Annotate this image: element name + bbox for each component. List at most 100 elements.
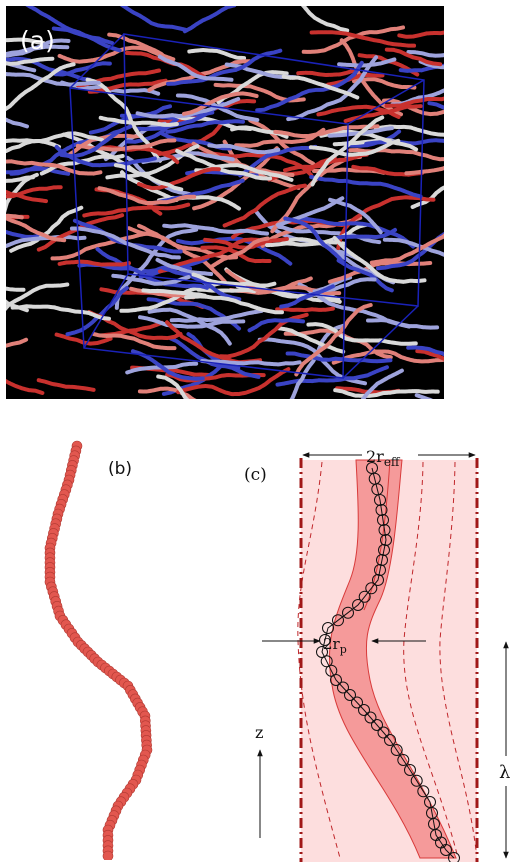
polymer-chain: [384, 47, 443, 67]
polymer-chain: [406, 50, 444, 58]
polymer-chain: [337, 57, 397, 68]
monomer: [322, 622, 334, 634]
polymer-chain: [6, 286, 26, 292]
polymer-chain: [6, 138, 61, 154]
polymer-chain: [187, 47, 247, 61]
polymer-chain: [136, 167, 221, 191]
monomer: [417, 785, 430, 798]
polymer-chain: [160, 265, 242, 302]
polymer-chain: [332, 235, 427, 284]
polymer-chain: [176, 236, 293, 266]
polymer-chain: [6, 37, 46, 45]
monomer: [374, 564, 386, 576]
monomer: [352, 599, 364, 611]
polymer-chain: [9, 205, 84, 253]
polymer-chain: [162, 223, 271, 236]
monomer: [320, 655, 333, 668]
polymer-chain: [279, 237, 346, 246]
chain-backbone: [321, 467, 455, 859]
monomer: [332, 614, 344, 627]
polymer-chain: [119, 6, 188, 32]
polymer-chain: [328, 197, 384, 236]
polymer-chain: [6, 234, 87, 249]
monomer: [378, 544, 390, 556]
polymer-chain: [414, 393, 434, 399]
polymer-chain: [6, 56, 55, 66]
polymer-chain: [336, 195, 436, 251]
polymer-chain: [373, 124, 444, 137]
polymer-chain: [247, 318, 305, 333]
polymer-chain: [279, 284, 335, 309]
polymer-chain: [156, 374, 190, 399]
polymer-chain: [207, 143, 281, 155]
polymer-chain: [147, 307, 232, 346]
polymer-chain: [410, 185, 444, 209]
polymer-chain: [286, 55, 379, 122]
polymer-chain: [51, 26, 122, 53]
monomer: [358, 590, 371, 603]
monomer: [384, 734, 396, 746]
polymer-chain: [6, 159, 103, 176]
monomer: [364, 711, 377, 724]
panel-c-tube-schematic: 2reff (c) 2rp z λ: [244, 447, 510, 862]
polymer-chain: [69, 226, 181, 260]
monomer: [380, 534, 392, 546]
polymer-chain: [382, 237, 444, 257]
polymer-chain: [57, 45, 176, 64]
polymer-chain: [404, 166, 444, 176]
polymer-chain: [196, 287, 257, 294]
monomer: [377, 726, 390, 739]
polymer-chain: [6, 117, 29, 129]
monomer: [410, 774, 423, 787]
polymer-chain: [168, 336, 261, 379]
z-axis-label: z: [255, 723, 263, 742]
polymer-chain: [53, 61, 112, 77]
polymer-chain: [210, 236, 270, 269]
polymer-chain: [176, 367, 291, 397]
bead: [102, 850, 114, 860]
polymer-chain: [298, 216, 416, 249]
monomer: [330, 674, 342, 686]
polymer-chain: [82, 202, 191, 218]
polymer-chain: [6, 189, 48, 204]
polymer-chain: [326, 72, 385, 87]
polymer-chain: [306, 322, 418, 346]
polymer-chain: [195, 151, 314, 177]
polymer-chain: [275, 365, 389, 387]
monomer: [378, 524, 391, 536]
polymer-chain: [415, 349, 444, 361]
monomer: [397, 754, 410, 766]
polymer-melt-render: [6, 6, 444, 399]
polymer-chain: [57, 259, 131, 267]
polymer-chain: [336, 258, 395, 293]
monomer: [440, 844, 452, 856]
polymer-chain: [155, 257, 214, 276]
polymer-chain: [6, 378, 45, 395]
panel-c-label: (c): [244, 465, 267, 485]
polymer-chain: [97, 186, 197, 205]
monomer: [351, 696, 363, 709]
polymer-chain: [10, 304, 111, 321]
polymer-chain: [182, 91, 259, 116]
polymer-chain: [6, 72, 101, 87]
polymer-chain: [184, 294, 284, 315]
polymer-chain: [333, 388, 441, 398]
polymer-chain: [310, 115, 385, 187]
polymer-chain: [135, 101, 225, 132]
monomer: [316, 646, 328, 658]
panel-b-single-chain: [44, 440, 153, 860]
polymer-chain: [87, 78, 168, 94]
polymer-chain: [397, 30, 444, 39]
monomer: [371, 719, 383, 731]
polymer-chain: [309, 175, 423, 199]
polymer-chain: [398, 63, 444, 73]
polymer-chain: [272, 124, 380, 138]
polymer-chain: [158, 237, 261, 274]
polymer-chain: [6, 60, 37, 73]
monomer: [358, 704, 370, 716]
polymer-chain: [293, 303, 373, 378]
polymer-chain: [222, 183, 307, 228]
polymer-chain: [406, 345, 444, 357]
monomer: [372, 574, 384, 586]
effective-tube: [329, 459, 457, 859]
